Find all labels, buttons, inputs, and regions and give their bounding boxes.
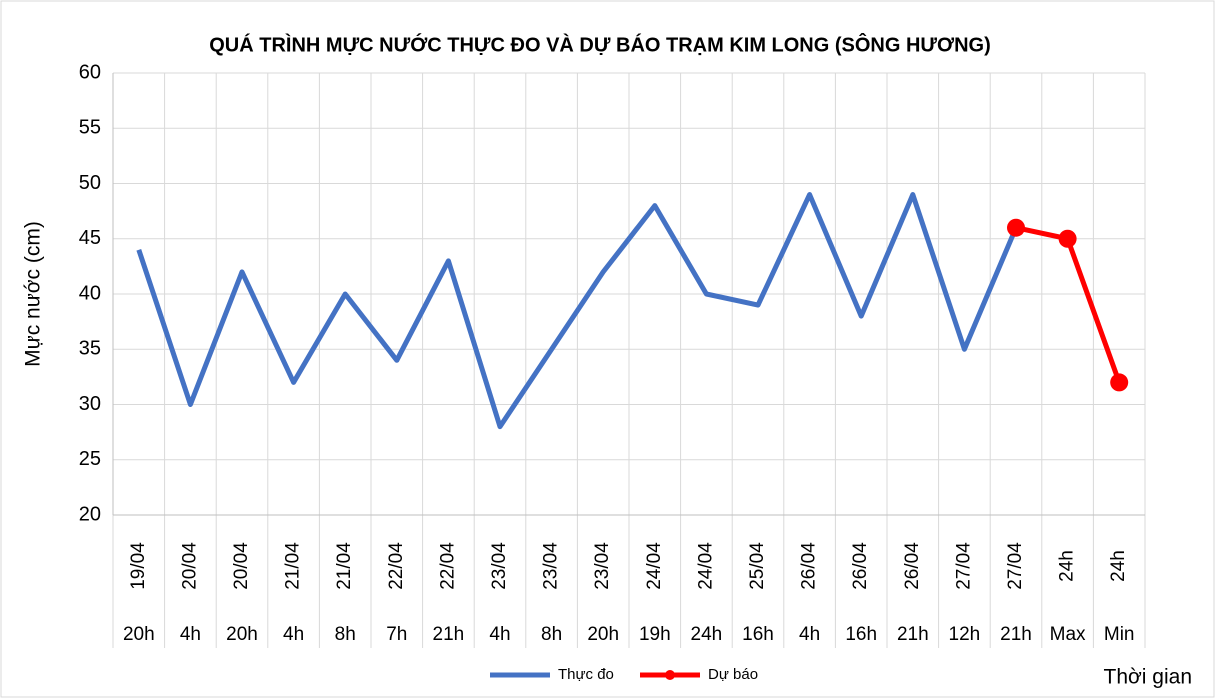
x-subtick-label: 4h — [799, 624, 820, 645]
x-tick-label: 20/04 — [179, 542, 200, 590]
x-subtick-label: 21h — [1000, 624, 1032, 645]
y-tick-label: 40 — [79, 282, 101, 304]
x-subtick-label: 20h — [123, 624, 155, 645]
x-subtick-label: 20h — [226, 624, 258, 645]
x-tick-label: 27/04 — [1005, 542, 1026, 590]
legend-label: Dự báo — [708, 666, 758, 683]
x-subtick-label: 16h — [845, 624, 877, 645]
legend-label: Thực đo — [558, 666, 614, 683]
x-subtick-label: Min — [1104, 624, 1135, 645]
x-subtick-label: Max — [1050, 624, 1086, 645]
x-tick-label: 24h — [1108, 550, 1129, 582]
x-subtick-label: 21h — [433, 624, 465, 645]
y-tick-label: 25 — [79, 448, 101, 470]
y-tick-label: 50 — [79, 172, 101, 194]
x-subtick-label: 4h — [283, 624, 304, 645]
x-tick-label: 22/04 — [437, 542, 458, 590]
x-subtick-label: 12h — [949, 624, 981, 645]
x-tick-label: 21/04 — [334, 542, 355, 590]
x-subtick-label: 4h — [180, 624, 201, 645]
legend-marker — [665, 670, 675, 680]
x-tick-label: 21/04 — [283, 542, 304, 590]
x-tick-label: 23/04 — [489, 542, 510, 590]
x-subtick-label: 19h — [639, 624, 671, 645]
y-tick-label: 35 — [79, 338, 101, 360]
series-marker — [1058, 229, 1077, 248]
x-tick-label: 26/04 — [902, 542, 923, 590]
y-tick-label: 55 — [79, 117, 101, 139]
x-tick-label: 23/04 — [541, 542, 562, 590]
x-axis-label: Thời gian — [1104, 666, 1192, 689]
x-tick-label: 25/04 — [747, 542, 768, 590]
series-marker — [1110, 373, 1129, 392]
x-subtick-label: 16h — [742, 624, 774, 645]
x-subtick-label: 24h — [691, 624, 723, 645]
y-tick-label: 60 — [79, 61, 101, 83]
x-subtick-label: 21h — [897, 624, 929, 645]
x-subtick-label: 8h — [335, 624, 356, 645]
x-tick-label: 26/04 — [799, 542, 820, 590]
y-tick-label: 20 — [79, 503, 101, 525]
y-axis-label: Mực nước (cm) — [22, 221, 45, 367]
series-marker — [1007, 218, 1025, 237]
chart-title: QUÁ TRÌNH MỰC NƯỚC THỰC ĐO VÀ DỰ BÁO TRẠ… — [209, 32, 990, 56]
x-subtick-label: 8h — [541, 624, 562, 645]
y-tick-label: 45 — [79, 227, 101, 249]
x-tick-label: 24h — [1057, 550, 1078, 582]
x-tick-label: 24/04 — [644, 542, 665, 590]
x-tick-label: 20/04 — [231, 542, 252, 590]
y-tick-label: 30 — [79, 393, 101, 415]
x-tick-label: 22/04 — [386, 542, 407, 590]
x-subtick-label: 7h — [386, 624, 407, 645]
x-subtick-label: 4h — [489, 624, 510, 645]
x-tick-label: 24/04 — [695, 542, 716, 590]
series-line — [136, 192, 1019, 430]
x-subtick-label: 20h — [587, 624, 619, 645]
x-tick-label: 19/04 — [128, 542, 149, 590]
x-tick-label: 23/04 — [592, 542, 613, 590]
x-tick-label: 27/04 — [953, 542, 974, 590]
x-tick-label: 26/04 — [850, 542, 871, 590]
